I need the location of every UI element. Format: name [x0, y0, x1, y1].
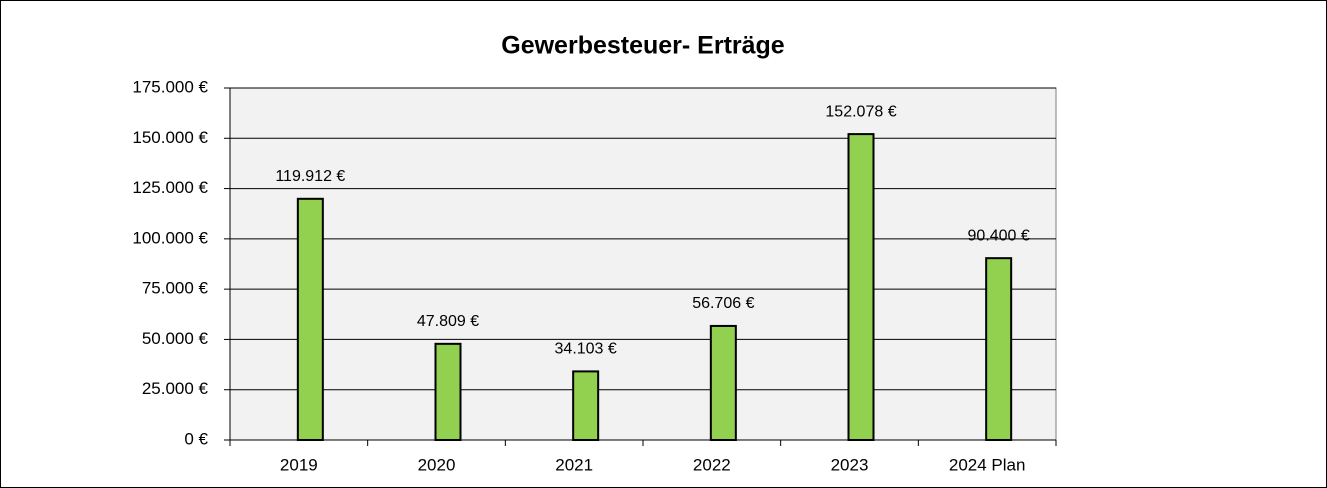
plot-area — [229, 87, 1057, 441]
y-tick-label: 50.000 € — [142, 329, 209, 348]
bar — [847, 133, 875, 442]
y-tick-label: 175.000 € — [132, 77, 208, 96]
bar — [985, 257, 1013, 442]
y-tick-label: 100.000 € — [132, 228, 208, 247]
y-tick-label: 75.000 € — [142, 279, 209, 298]
x-tick-label: 2023 — [831, 455, 869, 474]
value-label: 56.706 € — [692, 295, 754, 312]
chart-title: Gewerbesteuer- Erträge — [501, 32, 785, 60]
x-tick-label: 2022 — [693, 455, 731, 474]
x-tick-label: 2020 — [418, 455, 456, 474]
value-label: 152.078 € — [825, 103, 896, 120]
y-tick-label: 125.000 € — [132, 178, 208, 197]
value-label: 119.912 € — [275, 168, 345, 185]
bar — [709, 324, 737, 442]
value-label: 90.400 € — [968, 227, 1030, 244]
value-label: 34.103 € — [555, 341, 617, 358]
x-tick-label: 2021 — [555, 455, 593, 474]
bar — [296, 197, 324, 441]
y-tick-label: 0 € — [184, 429, 208, 448]
value-label: 47.809 € — [417, 313, 479, 330]
bar — [572, 370, 600, 442]
y-tick-label: 150.000 € — [132, 128, 208, 147]
y-tick-label: 25.000 € — [142, 379, 209, 398]
x-tick-label: 2024 Plan — [949, 455, 1026, 474]
x-tick-label: 2019 — [280, 455, 318, 474]
bar — [434, 342, 462, 441]
